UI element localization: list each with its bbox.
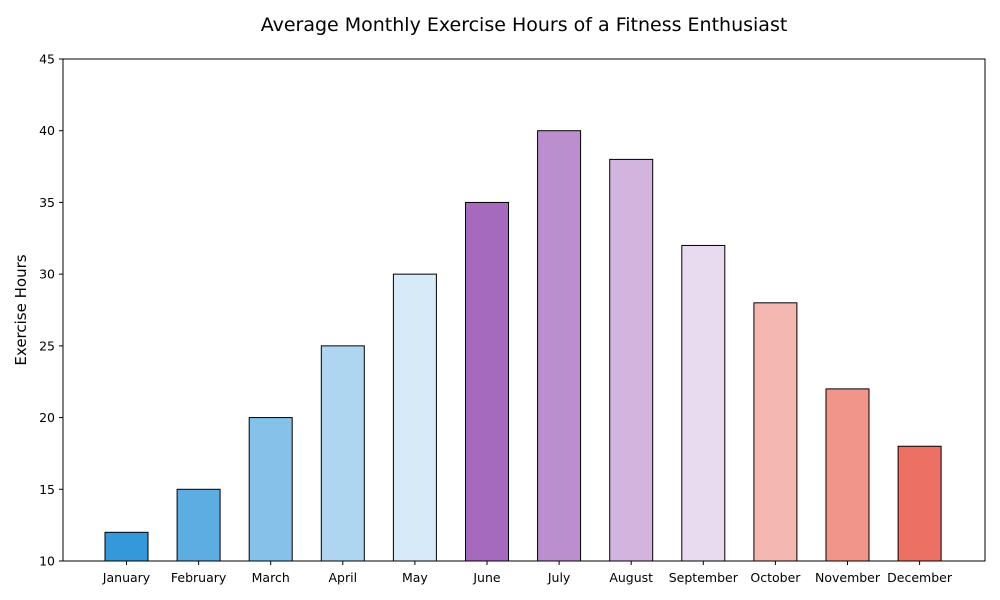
x-tick-label: May [402,570,428,585]
x-tick-label: November [815,570,881,585]
bars-group [104,130,942,562]
x-axis-ticks: January February March April May June July Augu… [102,561,953,585]
y-tick-label: 10 [39,554,55,569]
x-tick-label: June [472,570,501,585]
bar-august [609,158,654,562]
x-tick-label: January [102,570,151,585]
y-axis-label: Exercise Hours [12,254,30,365]
bar-february [176,488,221,562]
y-tick-label: 45 [39,52,55,67]
y-tick-label: 25 [39,338,55,353]
x-tick-label: March [252,570,290,585]
bar-may [392,273,437,562]
plot-frame [62,58,986,562]
bar-june [465,201,509,562]
y-tick-label: 30 [39,267,55,282]
bar-october [753,302,798,562]
x-tick-label: April [329,570,358,585]
bar-march [248,417,293,562]
y-tick-label: 35 [39,195,55,210]
x-tick-label: August [609,570,653,585]
bar-april [320,345,365,562]
x-tick-label: July [547,570,571,585]
bar-july [537,130,582,562]
bar-september [681,244,726,562]
x-tick-label: September [669,570,739,585]
y-tick-label: 20 [39,410,55,425]
bar-november [825,388,870,562]
y-tick-label: 40 [39,123,55,138]
x-tick-label: December [887,570,953,585]
x-tick-label: October [750,570,801,585]
chart-title: Average Monthly Exercise Hours of a Fitn… [261,14,788,36]
y-axis-ticks: 10 15 20 25 30 35 40 45 [39,52,63,569]
bar-december [897,445,942,562]
y-tick-label: 15 [39,482,55,497]
x-tick-label: February [171,570,227,585]
bar-january [104,531,149,562]
